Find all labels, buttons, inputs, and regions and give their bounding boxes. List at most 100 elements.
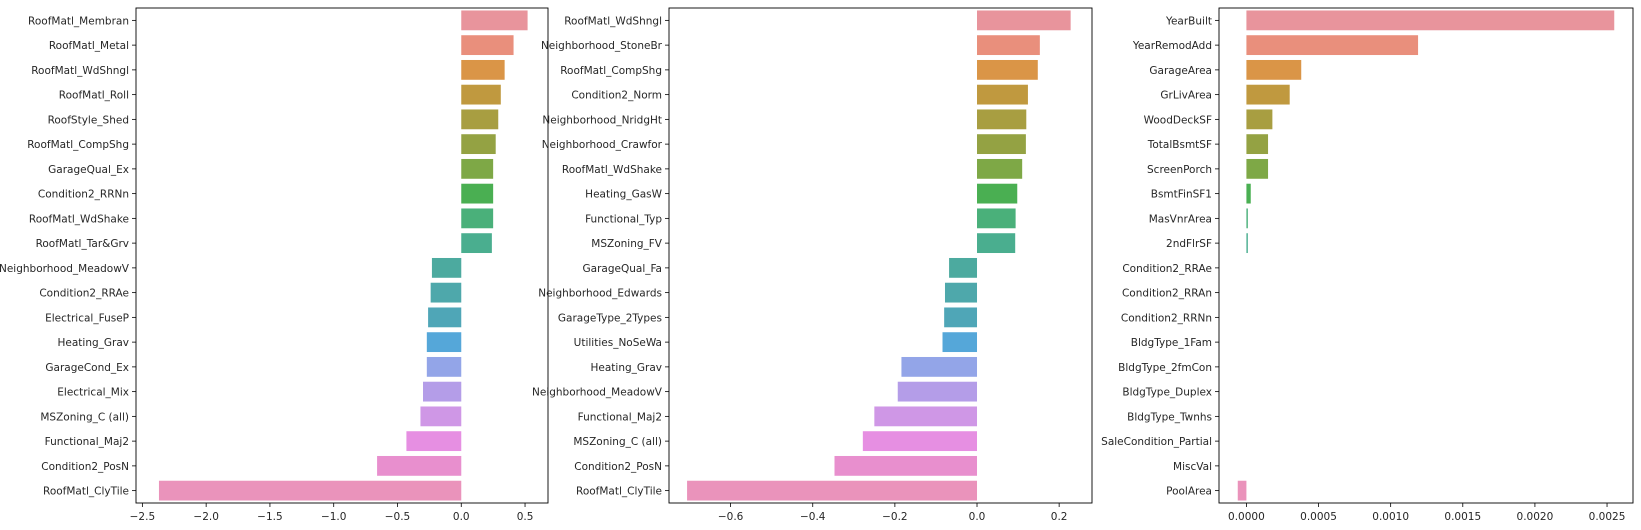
bar — [1246, 109, 1273, 130]
y-tick-label: MSZoning_C (all) — [573, 436, 662, 448]
x-tick-label: 0.0015 — [1444, 511, 1481, 523]
y-tick-label: ScreenPorch — [1147, 164, 1212, 176]
bar — [461, 134, 496, 155]
bar — [874, 406, 978, 427]
y-tick-label: BldgType_2fmCon — [1118, 362, 1212, 374]
y-tick-label: Condition2_RRNn — [38, 189, 129, 201]
y-tick-label: GarageCond_Ex — [45, 362, 129, 374]
bar — [977, 134, 1026, 155]
bar — [423, 381, 462, 402]
x-tick-label: −2.0 — [193, 511, 219, 523]
x-tick-label: 0.0005 — [1300, 511, 1337, 523]
x-tick-label: 0.0 — [969, 511, 986, 523]
bar — [461, 109, 499, 130]
bar — [426, 356, 462, 377]
y-tick-label: SaleCondition_Partial — [1101, 436, 1212, 448]
y-tick-label: BsmtFinSF1 — [1151, 189, 1212, 201]
y-tick-label: RoofMatl_Membran — [28, 15, 129, 27]
x-tick-label: 0.2 — [1051, 511, 1068, 523]
x-tick-label: −0.5 — [385, 511, 411, 523]
bar — [687, 480, 978, 501]
bar — [461, 158, 494, 179]
y-tick-label: Neighborhood_MeadowV — [532, 387, 663, 399]
bar — [158, 480, 462, 501]
bar — [377, 455, 462, 476]
y-tick-label: WoodDeckSF — [1144, 114, 1212, 126]
y-tick-label: MiscVal — [1173, 461, 1212, 473]
bar — [1237, 480, 1247, 501]
y-tick-label: MSZoning_FV — [591, 238, 663, 250]
bar — [944, 282, 978, 303]
y-tick-label: MasVnrArea — [1149, 213, 1212, 225]
bar — [1246, 59, 1302, 80]
bar — [834, 455, 978, 476]
x-tick-label: 0.0 — [453, 511, 470, 523]
bar — [430, 282, 462, 303]
y-tick-label: MSZoning_C (all) — [40, 411, 129, 423]
bar — [862, 431, 978, 452]
panel-2: RoofMatl_WdShngl Neighborhood_StoneBr Roof… — [532, 7, 1093, 523]
bar — [977, 10, 1071, 31]
bar — [901, 356, 978, 377]
bar — [977, 233, 1016, 254]
y-tick-label: 2ndFlrSF — [1166, 238, 1212, 250]
x-tick-label: −1.5 — [257, 511, 283, 523]
y-tick-label: RoofMatl_Tar&Grv — [36, 238, 129, 250]
y-tick-label: Electrical_FuseP — [45, 312, 129, 324]
bar — [944, 307, 978, 328]
bar — [426, 332, 462, 353]
y-tick-label: RoofMatl_WdShake — [562, 164, 662, 176]
bar — [1246, 183, 1251, 204]
y-tick-label: Neighborhood_Crawfor — [542, 139, 663, 151]
y-tick-label: BldgType_1Fam — [1131, 337, 1212, 349]
bar — [461, 59, 505, 80]
x-tick-label: −1.0 — [321, 511, 347, 523]
y-tick-label: Neighborhood_NridgHt — [542, 114, 662, 126]
axes-frame — [135, 7, 549, 504]
x-tick-label: 0.0010 — [1372, 511, 1409, 523]
y-tick-label: RoofMatl_ClyTile — [43, 486, 129, 498]
y-tick-label: RoofStyle_Shed — [48, 114, 129, 126]
bar — [977, 59, 1038, 80]
y-tick-label: Functional_Maj2 — [578, 411, 662, 423]
bar — [461, 208, 494, 229]
bar — [1246, 158, 1269, 179]
y-tick-label: Functional_Typ — [585, 213, 662, 225]
y-tick-label: Functional_Maj2 — [45, 436, 129, 448]
y-tick-label: Electrical_Mix — [57, 387, 129, 399]
bar — [977, 84, 1028, 105]
bar — [1246, 134, 1269, 155]
y-tick-label: Condition2_RRAe — [39, 288, 129, 300]
y-tick-label: RoofMatl_Roll — [59, 90, 129, 102]
bar — [1246, 233, 1248, 254]
y-tick-label: GarageQual_Fa — [583, 263, 662, 275]
y-tick-label: GarageType_2Types — [558, 312, 662, 324]
x-tick-label: 0.5 — [517, 511, 534, 523]
bar — [1246, 208, 1248, 229]
y-tick-label: Condition2_PosN — [574, 461, 662, 473]
y-tick-label: Condition2_PosN — [41, 461, 129, 473]
y-tick-label: Utilities_NoSeWa — [574, 337, 662, 349]
bar — [461, 183, 494, 204]
bar — [461, 10, 528, 31]
x-tick-label: −0.4 — [800, 511, 826, 523]
bar — [977, 208, 1016, 229]
axes-frame — [1218, 7, 1634, 504]
bar — [949, 257, 978, 278]
bar — [428, 307, 462, 328]
y-tick-label: RoofMatl_CompShg — [27, 139, 129, 151]
y-tick-label: BldgType_Duplex — [1122, 387, 1212, 399]
bar — [1246, 35, 1419, 56]
y-tick-label: Neighborhood_MeadowV — [0, 263, 130, 275]
y-tick-label: Condition2_RRAe — [1122, 263, 1212, 275]
bar — [897, 381, 978, 402]
bar — [431, 257, 462, 278]
y-tick-label: Heating_Grav — [58, 337, 130, 349]
bar — [977, 35, 1040, 56]
y-tick-label: GarageQual_Ex — [48, 164, 129, 176]
y-tick-label: Heating_Grav — [591, 362, 663, 374]
bar — [1246, 10, 1615, 31]
bar — [461, 84, 501, 105]
y-tick-label: GrLivArea — [1160, 90, 1212, 102]
